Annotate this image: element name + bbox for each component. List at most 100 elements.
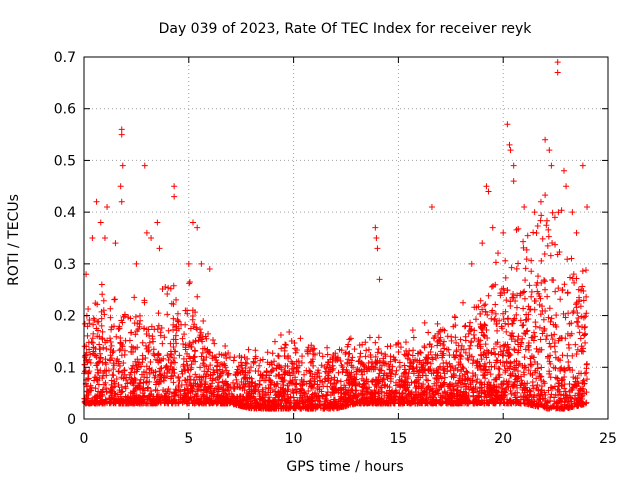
roti-point (492, 310, 499, 317)
roti-point (101, 400, 108, 407)
roti-point (192, 371, 199, 378)
roti-point (460, 365, 467, 372)
roti-point (224, 382, 231, 389)
roti-point (547, 374, 554, 381)
roti-point (528, 288, 535, 295)
roti-point (485, 391, 492, 398)
roti-point (481, 322, 488, 329)
roti-point (421, 391, 428, 398)
roti-point (476, 385, 483, 392)
roti-point (256, 362, 263, 369)
roti-point (440, 338, 447, 345)
roti-point (137, 380, 144, 387)
roti-point (372, 339, 379, 346)
roti-point (421, 319, 428, 326)
roti-point (186, 340, 193, 347)
roti-point (522, 364, 529, 371)
roti-point (518, 377, 525, 384)
roti-point (391, 399, 398, 406)
roti-point (516, 360, 523, 367)
roti-point (509, 383, 516, 390)
roti-point (458, 346, 465, 353)
roti-point (321, 405, 328, 412)
roti-point (412, 356, 419, 363)
roti-point (96, 346, 103, 353)
roti-point (515, 361, 522, 368)
roti-point (522, 265, 529, 272)
roti-point (149, 335, 156, 342)
roti-point (386, 384, 393, 391)
roti-point (490, 345, 497, 352)
roti-point (416, 380, 423, 387)
roti-point (308, 383, 315, 390)
y-tick-label: 0.1 (54, 360, 76, 376)
roti-point (457, 336, 464, 343)
roti-point (86, 320, 93, 327)
y-tick-label: 0.6 (54, 102, 76, 118)
roti-point (521, 354, 528, 361)
y-tick-label: 0.2 (54, 309, 76, 325)
roti-point (494, 327, 501, 334)
roti-point (277, 364, 284, 371)
roti-point (564, 352, 571, 359)
roti-point (540, 316, 547, 323)
roti-point (308, 342, 315, 349)
roti-point (115, 368, 122, 375)
roti-point (519, 335, 526, 342)
roti-point (556, 248, 563, 255)
roti-point (354, 393, 361, 400)
roti-point (537, 336, 544, 343)
roti-point (566, 274, 573, 281)
roti-point (521, 380, 528, 387)
roti-spike-point (510, 178, 517, 185)
roti-point (125, 314, 132, 321)
y-tick-label: 0 (67, 412, 76, 428)
roti-point (141, 374, 148, 381)
roti-point (507, 387, 514, 394)
roti-point (99, 375, 106, 382)
roti-point (302, 402, 309, 409)
roti-point (89, 339, 96, 346)
roti-spike-point (548, 162, 555, 169)
roti-point (200, 392, 207, 399)
roti-point (528, 361, 535, 368)
roti-point (83, 383, 90, 390)
roti-point (155, 322, 162, 329)
roti-point (453, 339, 460, 346)
roti-point (471, 327, 478, 334)
roti-point (290, 404, 297, 411)
roti-point (378, 396, 385, 403)
roti-point (230, 357, 237, 364)
roti-point (515, 260, 522, 267)
roti-point (496, 371, 503, 378)
roti-point (568, 398, 575, 405)
roti-point (130, 344, 137, 351)
roti-point (102, 339, 109, 346)
roti-point (381, 392, 388, 399)
roti-point (556, 388, 563, 395)
roti-point (574, 310, 581, 317)
roti-point (127, 329, 134, 336)
roti-point (525, 340, 532, 347)
roti-point (90, 321, 97, 328)
roti-point (513, 265, 520, 272)
roti-point (499, 352, 506, 359)
roti-point (433, 370, 440, 377)
roti-point (266, 394, 273, 401)
roti-point (170, 315, 177, 322)
roti-point (240, 403, 247, 410)
roti-point (475, 338, 482, 345)
roti-point (130, 362, 137, 369)
roti-point (184, 376, 191, 383)
roti-point (465, 330, 472, 337)
roti-point (82, 352, 89, 359)
roti-point (531, 329, 538, 336)
roti-point (214, 374, 221, 381)
roti-point (457, 393, 464, 400)
roti-point (529, 371, 536, 378)
roti-point (534, 365, 541, 372)
roti-point (310, 362, 317, 369)
roti-point (526, 392, 533, 399)
roti-point (383, 360, 390, 367)
roti-point (427, 399, 434, 406)
